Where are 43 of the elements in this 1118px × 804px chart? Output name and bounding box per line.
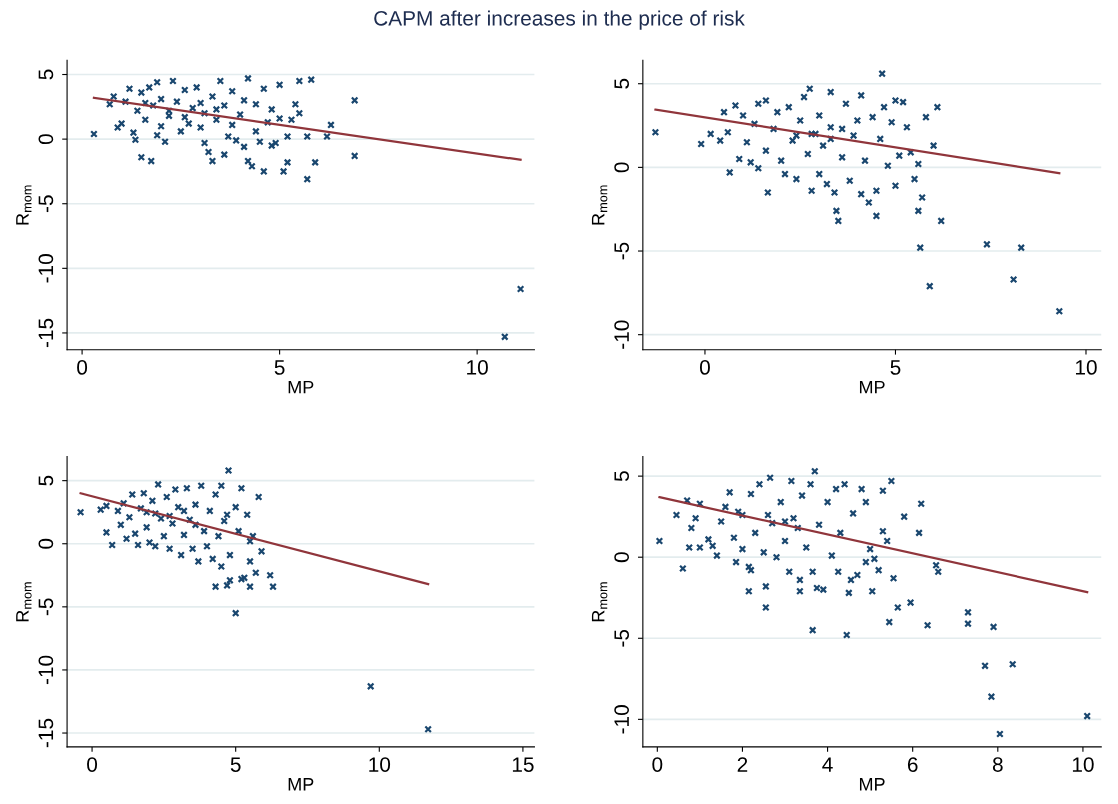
y-tick-label: -15 bbox=[38, 718, 54, 748]
x-tick-label: 0 bbox=[699, 360, 710, 375]
x-axis-title: MP bbox=[288, 380, 314, 394]
x-tick-label: 6 bbox=[907, 757, 918, 772]
y-tick-label: -15 bbox=[38, 318, 54, 348]
y-tick-label: -5 bbox=[614, 242, 630, 260]
x-tick-label: 5 bbox=[890, 360, 901, 375]
x-axis-title: MP bbox=[859, 380, 885, 394]
y-tick-label: 0 bbox=[614, 552, 630, 563]
y-tick-label: 5 bbox=[38, 475, 54, 486]
y-tick-label: 0 bbox=[38, 538, 54, 549]
x-tick-label: 2 bbox=[737, 757, 748, 772]
x-tick-label: 10 bbox=[1072, 757, 1094, 772]
x-tick-label: 4 bbox=[822, 757, 833, 772]
x-tick-label: 8 bbox=[992, 757, 1003, 772]
y-tick-label: -10 bbox=[38, 254, 54, 283]
y-tick-label: -5 bbox=[614, 629, 630, 647]
x-tick-label: 5 bbox=[230, 757, 241, 772]
chart-title: CAPM after increases in the price of risk bbox=[374, 10, 745, 30]
y-axis-title: R$_{mom}$ bbox=[16, 582, 32, 622]
x-tick-label: 0 bbox=[652, 757, 663, 772]
y-tick-label: 5 bbox=[38, 69, 54, 80]
y-tick-label: -10 bbox=[614, 705, 630, 734]
y-axis-title: R$_{mom}$ bbox=[16, 185, 32, 225]
y-axis-title: R$_{mom}$ bbox=[591, 185, 608, 225]
x-tick-label: 10 bbox=[1075, 360, 1097, 375]
x-tick-label: 0 bbox=[77, 360, 88, 375]
x-axis-title: MP bbox=[859, 778, 885, 791]
x-tick-label: 10 bbox=[467, 360, 488, 375]
x-tick-label: 10 bbox=[369, 757, 391, 772]
x-axis-title: MP bbox=[288, 778, 314, 791]
y-tick-label: -5 bbox=[38, 598, 54, 616]
y-tick-label: 0 bbox=[38, 134, 54, 145]
y-axis-title: R$_{mom}$ bbox=[591, 582, 608, 622]
y-tick-label: -10 bbox=[614, 320, 630, 349]
x-tick-label: 0 bbox=[87, 757, 98, 772]
y-tick-label: 0 bbox=[614, 162, 630, 173]
y-tick-label: 5 bbox=[614, 78, 630, 89]
x-tick-label: 15 bbox=[512, 757, 534, 772]
y-tick-label: -10 bbox=[38, 655, 54, 685]
x-tick-label: 5 bbox=[274, 360, 285, 375]
y-tick-label: 5 bbox=[614, 471, 630, 482]
y-tick-label: -5 bbox=[38, 195, 54, 213]
